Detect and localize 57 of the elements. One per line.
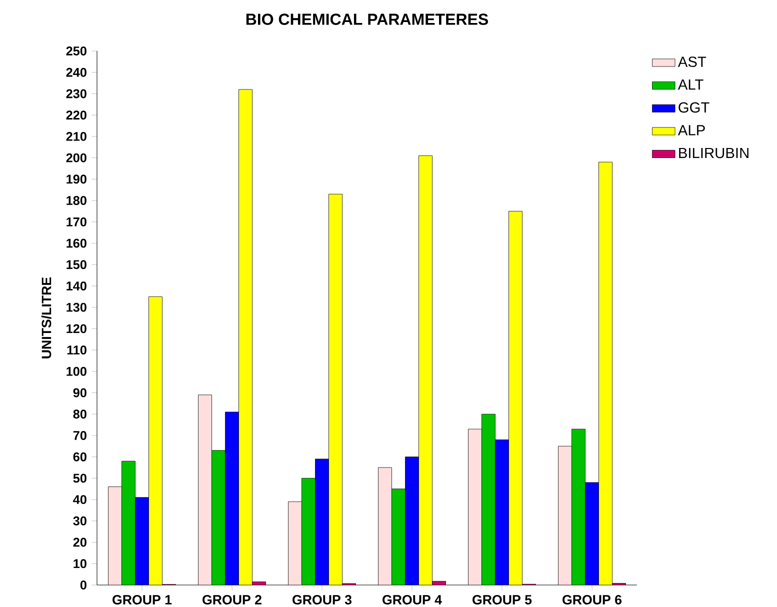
x-tick-label: GROUP 5 <box>472 595 532 604</box>
bar <box>378 468 392 585</box>
y-tick-label: 220 <box>66 110 86 120</box>
y-tick-label: 100 <box>66 366 86 376</box>
y-tick-label: 0 <box>80 580 86 590</box>
y-tick-label: 150 <box>66 260 86 270</box>
y-tick-label: 190 <box>66 174 86 184</box>
y-tick-label: 110 <box>67 346 86 355</box>
y-tick-label: 170 <box>66 217 86 226</box>
y-axis-title: UNITS/LITRE <box>41 277 52 358</box>
bar <box>405 456 419 585</box>
bar <box>148 296 162 585</box>
bar <box>585 482 599 585</box>
bar <box>598 162 612 585</box>
bar <box>468 429 482 585</box>
y-tick-label: 90 <box>73 388 86 398</box>
y-tick-label: 180 <box>66 196 86 206</box>
y-tick-label: 200 <box>66 153 86 162</box>
y-tick-label: 40 <box>73 495 86 504</box>
bar <box>315 458 329 585</box>
y-tick-label: 50 <box>73 474 86 483</box>
y-tick-label: 120 <box>66 324 86 334</box>
y-tick-label: 10 <box>74 559 86 568</box>
bar <box>225 412 239 585</box>
bar <box>558 446 572 585</box>
y-tick-label: 130 <box>66 302 86 312</box>
bar <box>508 211 522 585</box>
bar <box>288 502 302 585</box>
y-tick-label: 140 <box>66 281 86 290</box>
legend-label: AST <box>678 56 706 67</box>
x-tick-label: GROUP 3 <box>292 595 352 604</box>
bar <box>135 497 149 585</box>
bar <box>238 89 252 585</box>
y-tick-label: 250 <box>66 46 86 56</box>
x-tick-label: GROUP 4 <box>382 595 442 604</box>
bar <box>108 486 122 585</box>
bar <box>328 194 342 585</box>
y-tick-label: 70 <box>73 430 86 440</box>
bar <box>418 156 432 585</box>
legend-label: ALP <box>678 125 705 136</box>
x-tick-label: GROUP 2 <box>202 595 262 604</box>
legend-label: GGT <box>678 102 710 113</box>
x-tick-label: GROUP 6 <box>562 595 622 604</box>
y-tick-label: 210 <box>66 132 86 141</box>
y-tick-label: 20 <box>73 538 86 547</box>
y-tick-label: 240 <box>66 68 86 77</box>
legend-label: BILIRUBIN <box>679 148 748 158</box>
bar <box>495 440 509 585</box>
y-tick-label: 60 <box>73 452 86 462</box>
chart-title: BIO CHEMICAL PARAMETERES <box>246 14 488 25</box>
y-tick-label: 30 <box>73 516 86 526</box>
y-tick-label: 80 <box>73 410 86 419</box>
bar <box>198 394 212 585</box>
x-tick-label: GROUP 1 <box>112 595 172 604</box>
legend-label: ALT <box>678 80 704 90</box>
y-tick-label: 160 <box>66 238 86 248</box>
y-tick-label: 230 <box>66 89 86 98</box>
